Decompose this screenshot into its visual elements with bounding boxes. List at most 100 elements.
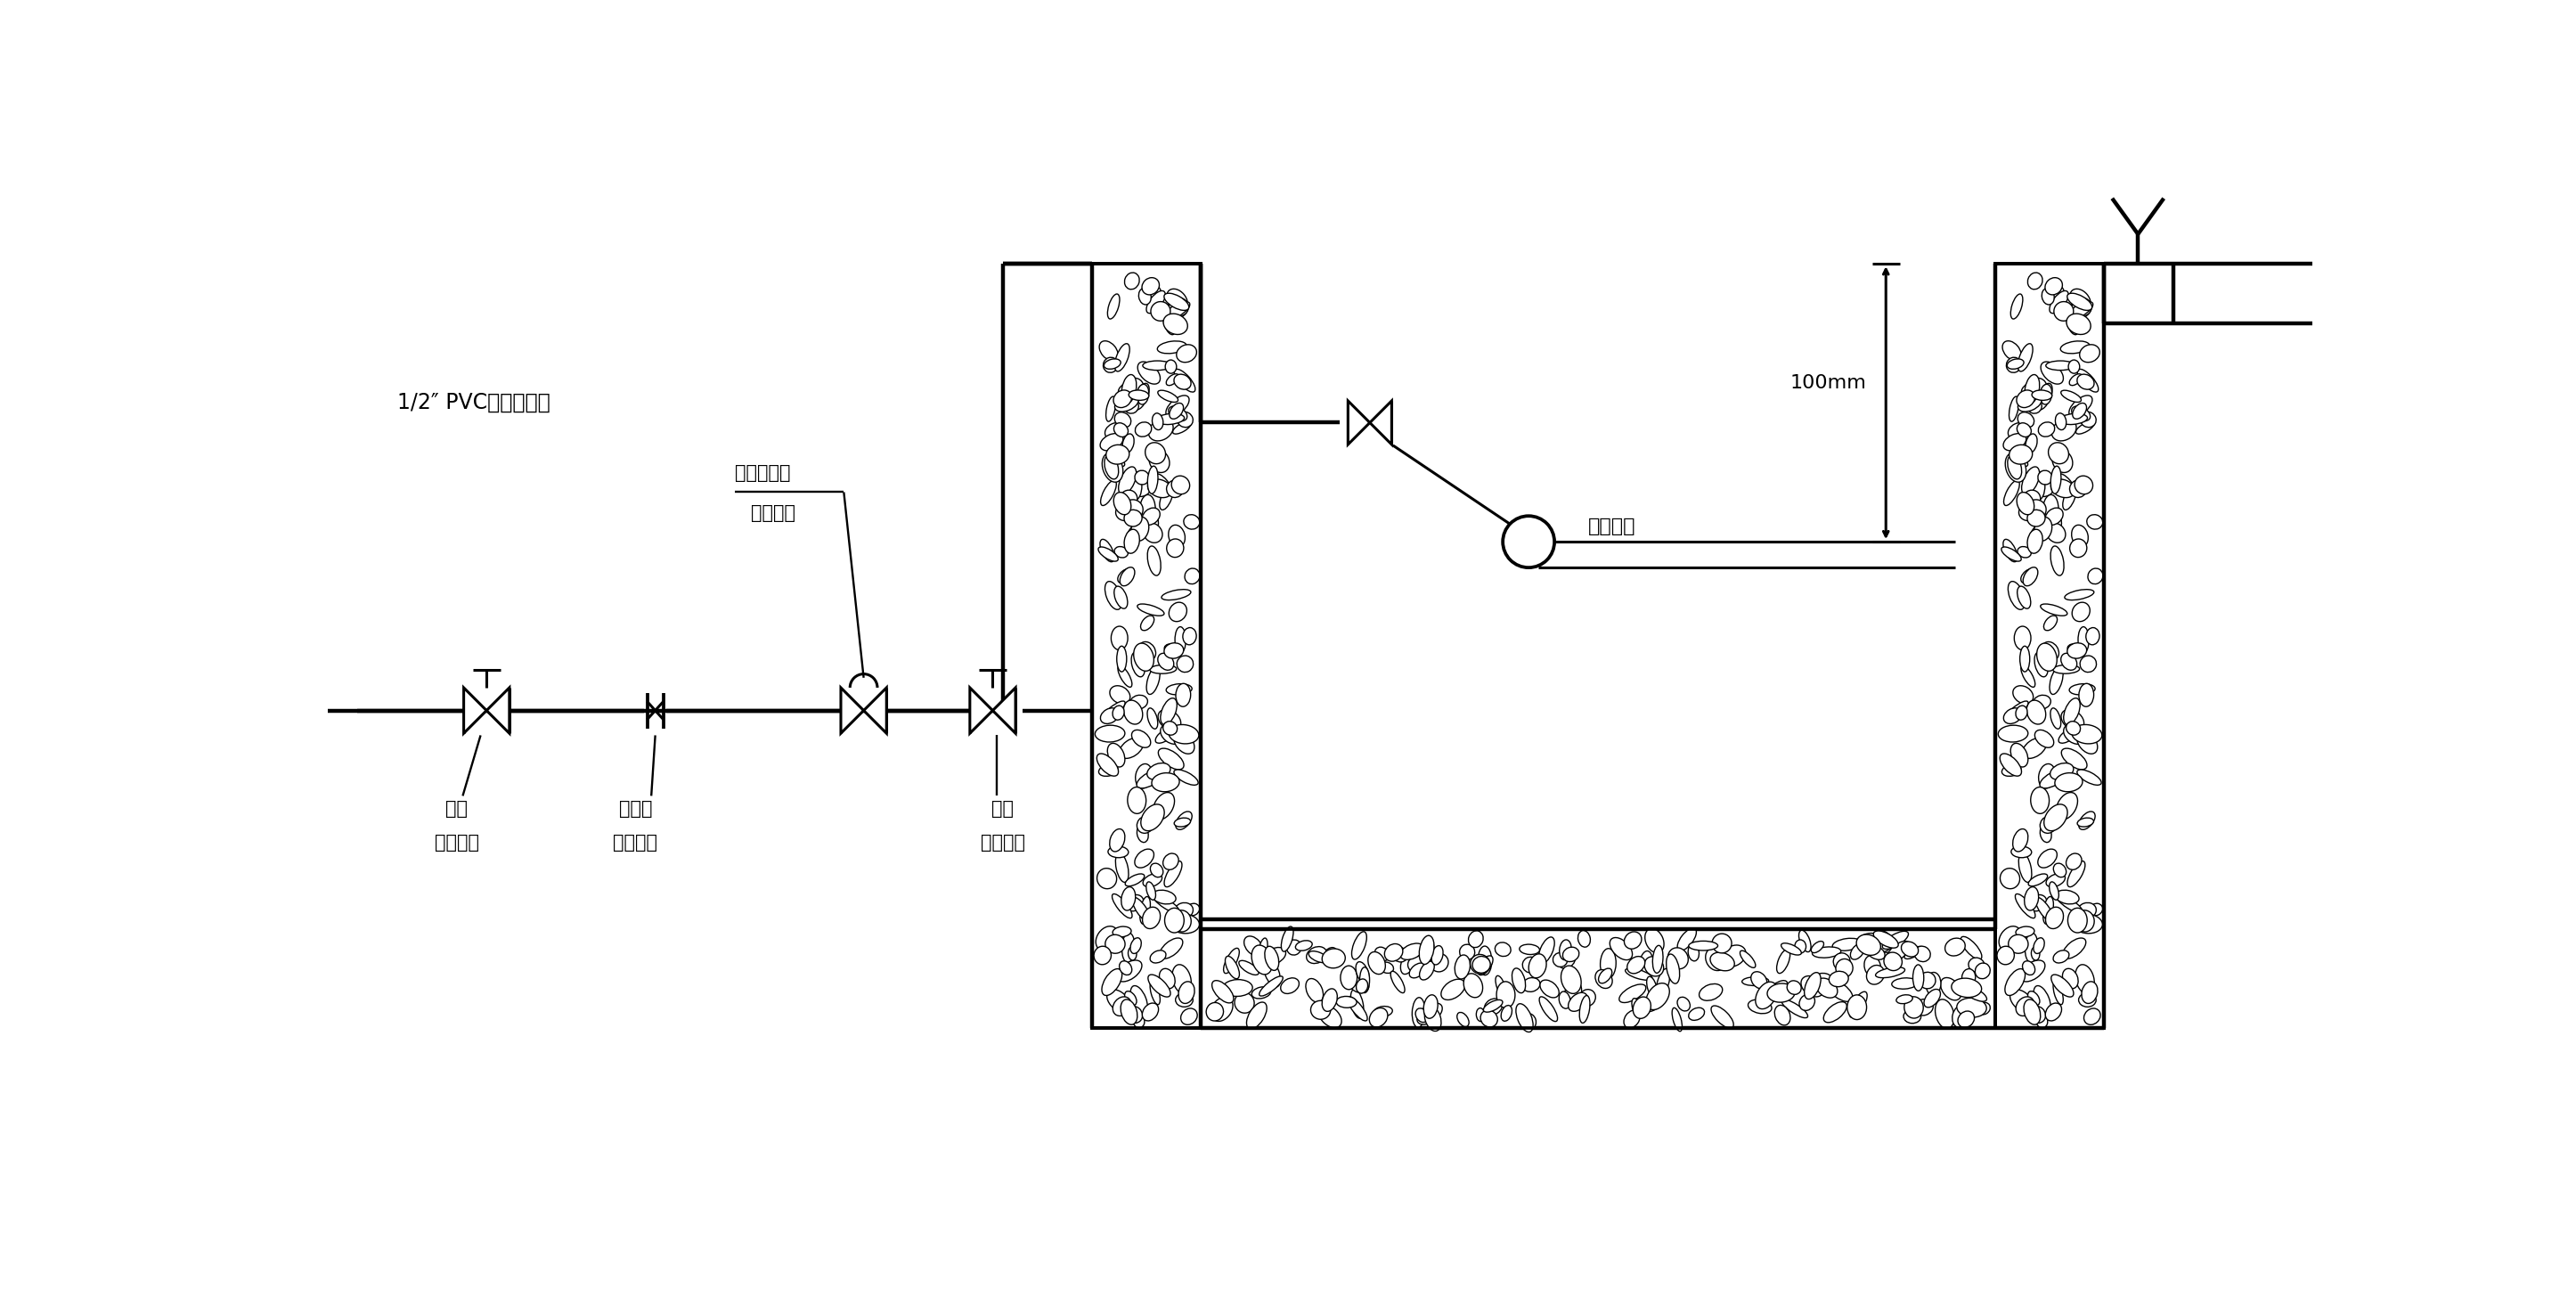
Ellipse shape — [2069, 644, 2084, 655]
Ellipse shape — [1167, 396, 1190, 416]
Ellipse shape — [1108, 294, 1121, 318]
Ellipse shape — [2061, 709, 2084, 731]
Ellipse shape — [1113, 996, 1131, 1016]
Ellipse shape — [1105, 455, 1118, 480]
Ellipse shape — [1891, 978, 1917, 989]
Ellipse shape — [2076, 770, 2102, 785]
Ellipse shape — [1095, 726, 1126, 742]
Ellipse shape — [1175, 731, 1195, 754]
Ellipse shape — [2017, 927, 2035, 937]
Ellipse shape — [2066, 643, 2087, 659]
Ellipse shape — [2069, 683, 2094, 695]
Ellipse shape — [2045, 523, 2066, 543]
Ellipse shape — [1999, 726, 2027, 742]
Ellipse shape — [1600, 949, 1615, 978]
Ellipse shape — [1321, 949, 1345, 968]
Ellipse shape — [1458, 1012, 1468, 1026]
Ellipse shape — [2056, 891, 2079, 904]
Ellipse shape — [1100, 340, 1118, 361]
Ellipse shape — [1136, 816, 1154, 833]
Ellipse shape — [1481, 1011, 1497, 1027]
Ellipse shape — [1128, 788, 1146, 813]
Ellipse shape — [1373, 1007, 1394, 1017]
Ellipse shape — [1628, 956, 1646, 973]
Ellipse shape — [2027, 509, 2045, 526]
Ellipse shape — [2063, 968, 2079, 989]
Ellipse shape — [1667, 947, 1687, 969]
Ellipse shape — [1118, 467, 1136, 495]
Ellipse shape — [1741, 977, 1770, 986]
Ellipse shape — [1170, 525, 1185, 547]
Ellipse shape — [2050, 666, 2063, 695]
Ellipse shape — [2004, 452, 2027, 482]
Ellipse shape — [1352, 932, 1368, 959]
Ellipse shape — [1141, 508, 1159, 525]
Ellipse shape — [2012, 847, 2032, 857]
Ellipse shape — [1162, 302, 1188, 320]
Ellipse shape — [1110, 626, 1128, 650]
Ellipse shape — [1265, 946, 1278, 971]
Ellipse shape — [1512, 968, 1525, 993]
Ellipse shape — [1525, 1013, 1535, 1029]
Ellipse shape — [2069, 481, 2087, 498]
Ellipse shape — [2043, 495, 2058, 525]
Ellipse shape — [2045, 907, 2063, 928]
Ellipse shape — [1522, 956, 1538, 973]
Ellipse shape — [1211, 996, 1234, 1021]
Ellipse shape — [2017, 492, 2035, 514]
Ellipse shape — [2009, 990, 2032, 1012]
Ellipse shape — [2017, 547, 2030, 558]
Ellipse shape — [1105, 358, 1121, 369]
Ellipse shape — [1170, 602, 1188, 621]
Ellipse shape — [2017, 996, 2035, 1016]
Ellipse shape — [2027, 530, 2043, 553]
Ellipse shape — [1767, 981, 1788, 996]
Ellipse shape — [1473, 956, 1492, 973]
Ellipse shape — [1162, 722, 1177, 735]
Ellipse shape — [2048, 512, 2061, 539]
Ellipse shape — [1337, 996, 1358, 1008]
Bar — [1092, 264, 1200, 1029]
Ellipse shape — [2022, 567, 2038, 586]
Ellipse shape — [1103, 357, 1118, 373]
Ellipse shape — [1814, 947, 1842, 958]
Bar — [1994, 264, 2105, 1029]
Ellipse shape — [1783, 999, 1808, 1018]
Ellipse shape — [2045, 508, 2063, 525]
Ellipse shape — [1350, 989, 1363, 1018]
Ellipse shape — [2069, 907, 2087, 933]
Ellipse shape — [1479, 955, 1494, 974]
Ellipse shape — [2053, 981, 2063, 1004]
Ellipse shape — [1553, 953, 1566, 967]
Ellipse shape — [1121, 999, 1139, 1025]
Ellipse shape — [2027, 398, 2043, 414]
Polygon shape — [992, 687, 1015, 733]
Ellipse shape — [2045, 1003, 2061, 1021]
Ellipse shape — [1347, 996, 1368, 1021]
Ellipse shape — [1141, 907, 1159, 928]
Ellipse shape — [1115, 412, 1131, 428]
Ellipse shape — [1319, 1005, 1342, 1027]
Ellipse shape — [1123, 509, 1141, 526]
Ellipse shape — [1620, 985, 1646, 1003]
Ellipse shape — [1564, 981, 1582, 1005]
Ellipse shape — [1151, 864, 1164, 878]
Ellipse shape — [1739, 951, 1754, 968]
Ellipse shape — [1105, 445, 1128, 464]
Ellipse shape — [1175, 683, 1190, 706]
Ellipse shape — [1224, 980, 1252, 996]
Ellipse shape — [1953, 978, 1981, 998]
Ellipse shape — [1115, 396, 1139, 411]
Ellipse shape — [1690, 941, 1718, 950]
Ellipse shape — [1121, 960, 1131, 974]
Ellipse shape — [1883, 953, 1901, 971]
Ellipse shape — [1182, 514, 1200, 530]
Ellipse shape — [2004, 539, 2017, 562]
Ellipse shape — [2071, 525, 2089, 547]
Ellipse shape — [1600, 968, 1613, 984]
Ellipse shape — [1123, 500, 1144, 519]
Ellipse shape — [1914, 999, 1932, 1016]
Ellipse shape — [2009, 445, 2032, 464]
Ellipse shape — [2063, 724, 2084, 744]
Ellipse shape — [1780, 944, 1801, 955]
